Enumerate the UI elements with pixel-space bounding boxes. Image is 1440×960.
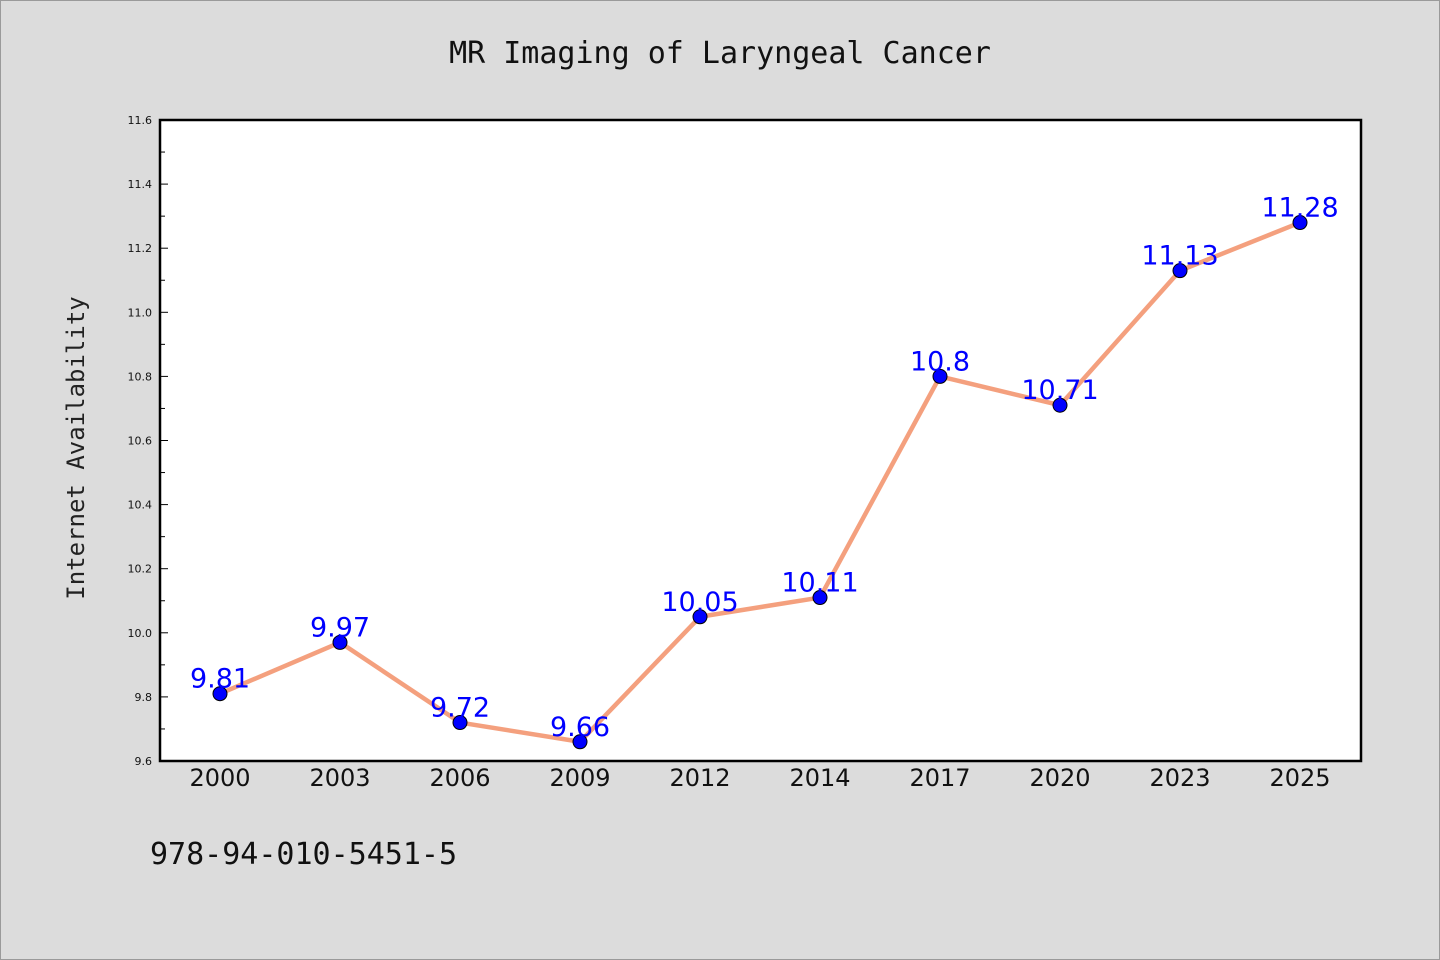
x-tick-label: 2023: [1149, 764, 1210, 792]
data-label: 9.72: [430, 693, 490, 724]
y-tick-label: 9.8: [135, 691, 153, 704]
y-tick-label: 10.2: [128, 563, 153, 576]
y-tick-label: 10.6: [128, 435, 153, 448]
chart-title: MR Imaging of Laryngeal Cancer: [449, 36, 991, 71]
y-axis: 9.6 9.8 10.0 10.2 10.4 10.6 10.8 11.0 11.2 11.4 11…: [128, 114, 168, 768]
data-point: [812, 590, 828, 606]
x-tick-label: 2025: [1269, 764, 1330, 792]
data-point: [692, 609, 708, 625]
y-tick-label: 11.0: [128, 306, 153, 319]
x-tick-label: 2020: [1029, 764, 1090, 792]
data-label: 11.13: [1141, 241, 1218, 272]
series-group: 9.81 9.97 9.72 9.66 10.05 10.11 10.8 10.71 11.13…: [190, 193, 1339, 750]
x-axis: 2000 2003 2006 2009 2012 2014 2017 2020 2023 2025: [189, 764, 1330, 792]
y-tick-label: 10.8: [128, 370, 153, 383]
data-point: [1292, 215, 1308, 231]
series-line: [219, 220, 1301, 745]
data-label: 9.81: [190, 664, 250, 695]
y-tick-label: 9.6: [135, 755, 153, 768]
y-tick-label: 10.4: [128, 499, 153, 512]
data-point: [932, 368, 948, 384]
y-tick-label: 11.4: [128, 178, 153, 191]
x-tick-label: 2000: [189, 764, 250, 792]
data-label: 10.71: [1021, 375, 1098, 406]
x-tick-label: 2012: [669, 764, 730, 792]
data-label: 9.66: [550, 712, 610, 743]
data-label: 10.11: [781, 568, 858, 599]
y-axis-label: Internet Availability: [62, 296, 90, 599]
data-point: [452, 715, 468, 731]
data-label: 10.05: [661, 587, 738, 618]
y-tick-label: 11.6: [128, 114, 153, 127]
data-label: 11.28: [1261, 193, 1338, 224]
x-tick-label: 2009: [549, 764, 610, 792]
data-label: 10.8: [910, 346, 970, 377]
x-tick-label: 2003: [309, 764, 370, 792]
data-point: [1052, 397, 1068, 413]
plot-area: [158, 118, 1363, 763]
data-point: [212, 686, 228, 702]
footer-code: 978-94-010-5451-5: [150, 837, 457, 872]
x-tick-label: 2017: [909, 764, 970, 792]
data-label: 9.97: [310, 612, 370, 643]
y-tick-label: 11.2: [128, 242, 153, 255]
data-point: [572, 734, 588, 750]
y-tick-label: 10.0: [128, 627, 153, 640]
data-point: [1172, 263, 1188, 279]
data-point: [332, 634, 348, 650]
x-tick-label: 2006: [429, 764, 490, 792]
x-tick-label: 2014: [789, 764, 850, 792]
